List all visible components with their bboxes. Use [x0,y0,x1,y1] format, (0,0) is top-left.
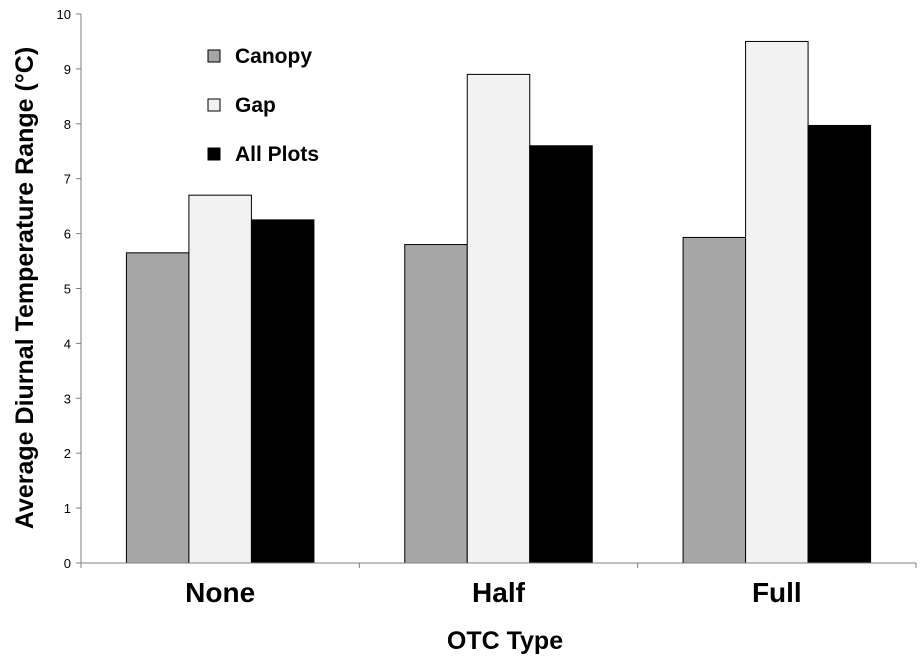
y-tick-label: 2 [64,446,71,461]
y-axis-title: Average Diurnal Temperature Range (°C) [11,47,39,529]
bar-gap-half [466,73,531,564]
bar-canopy-full [682,236,747,564]
x-category-label: None [185,577,255,608]
y-tick-label: 3 [64,391,71,406]
bar-all-plots-half [529,145,593,564]
bar-canopy-none [125,252,190,564]
legend-swatch [207,147,221,161]
y-axis-ticks: 0 1 2 3 4 5 6 7 8 9 10 [57,7,81,571]
x-category-label: Full [752,577,802,608]
y-tick-label: 7 [64,172,71,187]
y-tick-label: 9 [64,62,71,77]
x-axis-ticks: None Half Full [80,563,917,608]
bar-canopy-half [404,244,468,564]
y-tick-label: 8 [64,117,71,132]
legend-label: Gap [235,94,276,117]
plot-area [125,40,872,564]
y-tick-label: 10 [57,7,71,22]
y-tick-label: 1 [64,501,71,516]
y-tick-label: 5 [64,282,71,297]
bar-all-plots-none [250,219,315,564]
legend: Canopy Gap All Plots [207,45,319,166]
x-category-label: Half [472,577,526,608]
y-tick-label: 0 [64,556,71,571]
bar-gap-none [188,194,252,564]
y-tick-label: 4 [64,336,71,351]
x-axis-title: OTC Type [447,627,563,655]
y-tick-label: 6 [64,227,71,242]
legend-swatch [207,98,221,112]
legend-swatch [207,49,221,63]
bar-all-plots-full [807,124,872,564]
bar-gap-full [745,40,809,564]
legend-label: All Plots [235,143,319,166]
legend-label: Canopy [235,45,312,68]
